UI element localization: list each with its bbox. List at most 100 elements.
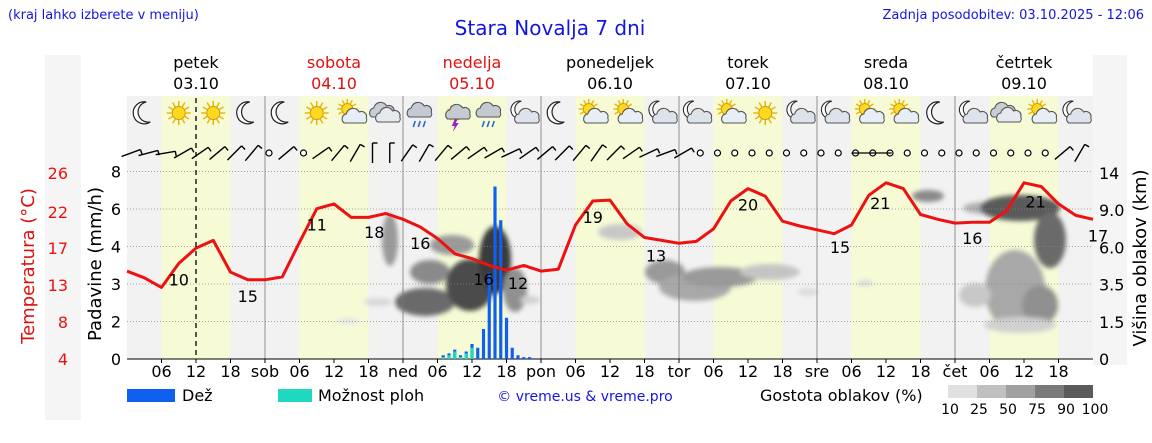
legend: Dež Možnost ploh © vreme.us & vreme.pro …: [127, 385, 1108, 418]
day-date: 03.10: [173, 74, 219, 93]
wind-barb: [418, 143, 430, 163]
wind-barb-flag: [620, 145, 626, 150]
cloud-patch: [336, 318, 360, 324]
wind-barb-flag: [343, 144, 349, 150]
calm-wind-marker: [1024, 149, 1032, 157]
x-tick-label: 12: [186, 362, 206, 381]
wind-barb-flag: [552, 146, 557, 151]
x-tick-label: tor: [668, 362, 691, 381]
credit-link[interactable]: © vreme.us & vreme.pro: [497, 389, 672, 405]
storm-bar: [464, 353, 468, 359]
wind-barb-flag: [691, 147, 695, 153]
temperature-tick-label: 26: [48, 164, 68, 183]
x-tick-label: 06: [703, 362, 723, 381]
wind-barb-flag: [241, 145, 246, 150]
x-tick-label: 06: [841, 362, 861, 381]
page-title: Stara Novalja 7 dni: [454, 16, 646, 40]
wind-barb-flag: [1069, 146, 1074, 151]
wind-barb-flag: [535, 146, 540, 152]
wind-barb: [278, 146, 295, 160]
storm-legend-swatch: [278, 389, 312, 402]
temperature-tick-label: 22: [48, 203, 68, 222]
wind-barb: [434, 144, 449, 162]
day-date: 04.10: [311, 74, 357, 93]
left-axis-panel: [45, 55, 81, 420]
cloud-height-tick-label: 14: [1099, 164, 1119, 183]
calm-wind-marker: [920, 149, 929, 157]
wind-barb-flag: [428, 143, 434, 148]
moon-icon: [236, 101, 255, 125]
night-band: [679, 96, 714, 359]
location-hint[interactable]: (kraj lahko izberete v meniju): [8, 8, 199, 23]
rain-legend-label: Dež: [182, 386, 213, 405]
day-name: ponedeljek: [566, 53, 655, 72]
sun-icon: [753, 101, 778, 125]
x-tick-label: sob: [251, 362, 279, 381]
x-tick-label: 06: [565, 362, 585, 381]
sun-cloud-icon: [1027, 99, 1058, 124]
day-band: [713, 96, 783, 359]
last-update: Zadnja posodobitev: 03.10.2025 - 12:06: [882, 8, 1144, 23]
temperature-label: 13: [646, 246, 666, 265]
rain-cloud-icon: [406, 101, 433, 128]
rain-bar: [516, 355, 520, 359]
wind-barb-flag: [328, 146, 333, 152]
temperature-label: 16: [962, 229, 982, 248]
wind-barb: [484, 147, 503, 159]
wind-barb: [656, 148, 676, 158]
rain-bar: [487, 272, 491, 359]
storm-bar: [447, 355, 451, 359]
storm-bar: [458, 357, 463, 359]
calm-wind-marker: [782, 149, 791, 157]
wind-barb: [590, 144, 604, 162]
x-tick-label: 06: [151, 362, 171, 381]
density-step-label: 100: [1082, 402, 1109, 418]
cloud-height-tick-label: 1.5: [1099, 313, 1124, 332]
cloud-density-scale: 10 25 50 75 90 100: [941, 385, 1108, 418]
calm-wind-marker: [265, 149, 273, 157]
moon-cloud-icon: [820, 100, 851, 124]
temperature-tick-label: 8: [58, 313, 68, 332]
wind-barb: [138, 149, 159, 157]
cloud-patch: [984, 317, 1056, 333]
rain-bar: [522, 357, 526, 359]
moon-cloud-icon: [786, 100, 816, 124]
temperature-label: 15: [830, 238, 850, 257]
density-step-label: 50: [999, 402, 1017, 418]
wind-barb: [536, 146, 554, 160]
calm-wind-marker: [1007, 149, 1015, 157]
storm-icon: [445, 103, 471, 132]
x-tick-label: 18: [910, 362, 930, 381]
moon-cloud-icon: [648, 100, 678, 124]
density-step-label: 25: [970, 402, 988, 418]
calm-wind-marker: [713, 149, 722, 157]
x-tick-label: 12: [1014, 362, 1034, 381]
sun-icon: [166, 101, 191, 125]
temperature-label: 21: [870, 194, 890, 213]
wind-barb: [1054, 146, 1071, 160]
wind-barb: [331, 144, 345, 162]
temperature-label: 11: [307, 216, 327, 235]
cloud-patch: [857, 280, 873, 286]
x-tick-label: 12: [462, 362, 482, 381]
temperature-tick-label: 17: [48, 239, 68, 258]
density-step-label: 10: [941, 402, 959, 418]
night-band: [644, 96, 679, 359]
wind-barb: [467, 146, 485, 160]
temperature-label: 12: [508, 274, 528, 293]
sun-cloud-icon: [613, 99, 644, 124]
density-swatch: [1006, 385, 1035, 398]
rain-bar: [504, 317, 509, 359]
cloud-height-tick-label: 3.5: [1099, 276, 1124, 295]
cloud-patch: [1022, 285, 1058, 325]
temperature-axis-label: Temperatura (°C): [18, 188, 39, 345]
rain-bar: [476, 347, 480, 359]
moon-icon: [926, 101, 945, 125]
x-axis-labels: 06 12 18 sob 06 12 18 ned 06 12 18 pon 06 12 18 tor 06 12…: [151, 359, 1069, 381]
precip-tick-label: 4: [111, 238, 121, 257]
sun-icon: [201, 101, 226, 125]
moon-cloud-icon: [682, 100, 713, 124]
precipitation-bars: [441, 186, 532, 359]
night-band: [127, 96, 162, 359]
sun-cloud-icon: [889, 99, 920, 124]
